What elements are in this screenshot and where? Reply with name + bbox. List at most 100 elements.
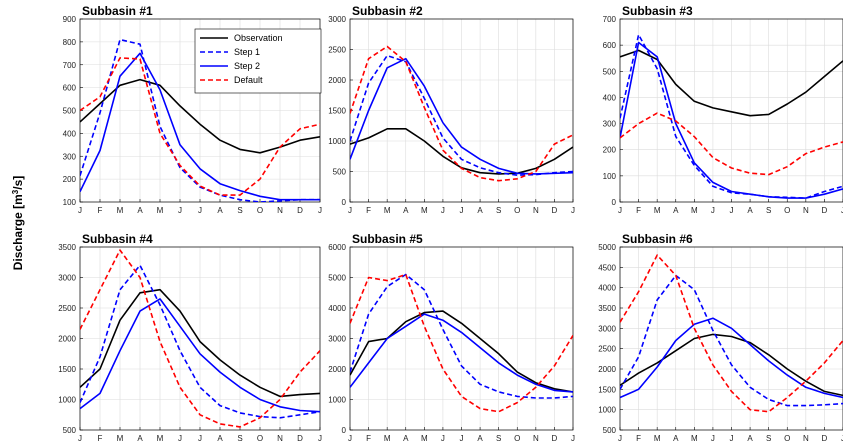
x-tick-label: A <box>673 434 679 443</box>
x-tick-label: J <box>841 434 843 443</box>
x-tick-label: J <box>841 206 843 215</box>
x-tick-label: M <box>157 434 164 443</box>
series-line-default <box>350 273 573 413</box>
y-tick-label: 2000 <box>598 365 616 374</box>
x-tick-label: J <box>318 206 322 215</box>
subplot-2: J F M A M J J A S O N D J050010001500200025003000Sub… <box>328 4 575 215</box>
x-tick-label: N <box>277 206 283 215</box>
y-tick-label: 1000 <box>328 396 346 405</box>
x-tick-label: N <box>533 434 539 443</box>
x-tick-label: S <box>237 206 242 215</box>
x-tick-label: F <box>98 434 103 443</box>
y-axis-label: Discharge [m3/s] <box>11 176 26 271</box>
y-tick-label: 4500 <box>598 263 616 272</box>
series-line-step-2 <box>350 57 573 175</box>
y-tick-label: 0 <box>612 198 617 207</box>
x-tick-label: O <box>784 434 790 443</box>
x-tick-label: A <box>477 434 483 443</box>
x-tick-label: J <box>178 434 182 443</box>
series-line-step-2 <box>350 313 573 393</box>
x-tick-label: J <box>441 206 445 215</box>
x-tick-label: O <box>784 206 790 215</box>
subplot-title: Subbasin #1 <box>82 4 153 18</box>
series-line-default <box>350 45 573 182</box>
y-tick-label: 900 <box>63 15 77 24</box>
y-tick-label: 400 <box>603 93 617 102</box>
series-line-observation <box>80 288 320 398</box>
x-tick-label: D <box>822 434 828 443</box>
x-tick-label: M <box>384 206 391 215</box>
y-tick-label: 1000 <box>328 137 346 146</box>
y-tick-label: 5000 <box>328 274 346 283</box>
y-tick-label: 500 <box>63 107 77 116</box>
legend-label: Observation <box>234 33 283 43</box>
x-tick-label: M <box>654 206 661 215</box>
series-line-step-1 <box>350 54 573 176</box>
legend-label: Step 1 <box>234 47 260 57</box>
subplot-4: J F M A M J J A S O N D J500100015002000250030003500… <box>58 232 322 443</box>
x-tick-label: J <box>711 206 715 215</box>
x-tick-label: M <box>691 434 698 443</box>
y-tick-label: 400 <box>63 129 77 138</box>
y-tick-label: 3500 <box>598 304 616 313</box>
x-tick-label: A <box>217 206 223 215</box>
legend-label: Default <box>234 75 263 85</box>
series-line-default <box>620 112 843 176</box>
y-tick-label: 1500 <box>328 107 346 116</box>
y-tick-label: 500 <box>63 426 77 435</box>
x-tick-label: M <box>157 206 164 215</box>
x-tick-label: O <box>514 434 520 443</box>
subplot-title: Subbasin #6 <box>622 232 693 246</box>
y-tick-label: 3000 <box>58 274 76 283</box>
series-line-step-1 <box>80 264 320 419</box>
x-tick-label: S <box>766 434 771 443</box>
x-tick-label: A <box>673 206 679 215</box>
y-tick-label: 3000 <box>328 335 346 344</box>
subplot-title: Subbasin #5 <box>352 232 423 246</box>
legend: Observation Step 1 Step 2 Default <box>194 28 322 94</box>
x-tick-label: D <box>552 206 558 215</box>
x-tick-label: F <box>636 434 641 443</box>
x-tick-label: N <box>277 434 283 443</box>
x-tick-label: F <box>636 206 641 215</box>
x-tick-label: J <box>178 206 182 215</box>
y-tick-label: 2500 <box>598 345 616 354</box>
y-tick-label: 0 <box>342 198 347 207</box>
x-tick-label: A <box>403 206 409 215</box>
series-line-step-1 <box>620 33 843 199</box>
x-tick-label: J <box>78 206 82 215</box>
y-tick-label: 2500 <box>328 46 346 55</box>
y-tick-label: 2000 <box>328 365 346 374</box>
x-tick-label: M <box>691 206 698 215</box>
x-tick-label: D <box>822 206 828 215</box>
series-line-step-1 <box>620 274 843 407</box>
y-tick-label: 100 <box>63 198 77 207</box>
series-line-step-2 <box>620 41 843 199</box>
y-tick-label: 300 <box>603 120 617 129</box>
series-line-step-2 <box>80 298 320 413</box>
series-line-step-1 <box>80 38 320 202</box>
x-tick-label: A <box>217 434 223 443</box>
x-tick-label: S <box>496 206 501 215</box>
y-tick-label: 100 <box>603 172 617 181</box>
y-tick-label: 200 <box>63 175 77 184</box>
y-tick-label: 0 <box>342 426 347 435</box>
x-tick-label: A <box>403 434 409 443</box>
y-tick-label: 3000 <box>598 324 616 333</box>
x-tick-label: J <box>441 434 445 443</box>
y-tick-label: 2000 <box>58 335 76 344</box>
series-line-step-1 <box>350 273 573 399</box>
y-tick-label: 1500 <box>58 365 76 374</box>
x-tick-label: A <box>137 434 143 443</box>
y-tick-label: 3000 <box>328 15 346 24</box>
x-tick-label: A <box>137 206 143 215</box>
x-tick-label: D <box>552 434 558 443</box>
x-tick-label: J <box>318 434 322 443</box>
x-tick-label: O <box>514 206 520 215</box>
x-tick-label: J <box>460 206 464 215</box>
y-tick-label: 1000 <box>58 396 76 405</box>
y-tick-label: 700 <box>63 61 77 70</box>
x-tick-label: J <box>460 434 464 443</box>
x-tick-label: M <box>654 434 661 443</box>
x-tick-label: J <box>730 206 734 215</box>
